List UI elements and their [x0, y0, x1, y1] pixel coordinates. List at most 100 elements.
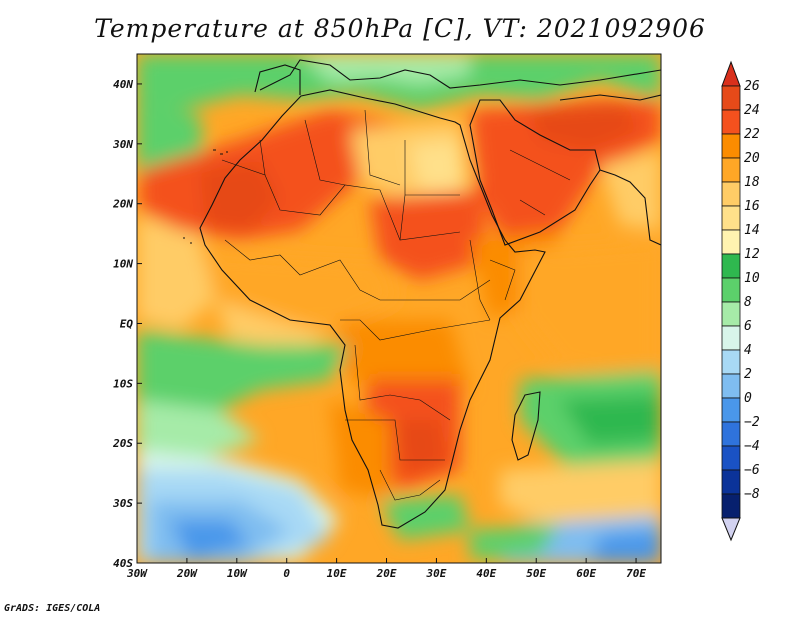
colorbar-swatch [721, 205, 741, 231]
field-swio-deepgreen [560, 395, 661, 445]
colorbar-swatch [721, 133, 741, 159]
y-tick-label: 30S [112, 497, 133, 510]
colorbar-swatch [721, 373, 741, 399]
border-segment [259, 109, 401, 186]
border-segment [345, 419, 445, 461]
x-tick-label: 50E [526, 567, 546, 580]
field-sa-coast [380, 495, 470, 540]
colorbar-label: 22 [744, 127, 760, 142]
field-egypt-pale [410, 140, 462, 190]
field-indian-ocean [520, 240, 661, 380]
border-segment [221, 159, 461, 241]
field-north-green [137, 54, 661, 110]
coastline-iberia [254, 64, 301, 95]
field-india-green [600, 150, 661, 230]
coastline-africa [199, 89, 546, 529]
colorbar-bottom-arrow [721, 517, 741, 542]
x-tick-label: 0 [283, 567, 290, 580]
field-sudan-hot [370, 190, 490, 280]
colorbar-swatch [721, 301, 741, 327]
colorbar-swatch [721, 181, 741, 207]
colorbar-label: 2 [744, 367, 752, 382]
y-tick-label: EQ [120, 317, 134, 330]
colorbar-swatch [721, 277, 741, 303]
field-zimbabwe-core [395, 420, 445, 470]
colorbar-swatch [721, 229, 741, 255]
x-tick-label: 10W [227, 567, 248, 580]
field-mauritania-core [200, 160, 280, 230]
field-satlantic-lightgreen [137, 400, 260, 460]
colorbar-swatch [721, 253, 741, 279]
plot-frame [136, 53, 662, 564]
border-segment [340, 319, 491, 341]
colorbar-label: 12 [744, 247, 760, 262]
x-tick-label: 60E [576, 567, 596, 580]
y-tick-label: 10S [113, 377, 133, 390]
x-tick-label: 20E [376, 567, 397, 580]
coastline-capeverde [183, 237, 192, 244]
border-segment [469, 239, 516, 321]
colorbar-label: 24 [744, 103, 760, 118]
colorbar-swatch [721, 157, 741, 183]
colorbar-swatch [721, 397, 741, 423]
country-borders [221, 109, 571, 501]
colorbar-label: −8 [744, 487, 760, 502]
colorbar-swatch [721, 109, 741, 135]
field-satlantic-green [137, 330, 350, 420]
border-segment [399, 140, 460, 241]
colorbar-swatch [721, 445, 741, 471]
colorbar-label: 8 [744, 295, 752, 310]
border-segment [354, 344, 451, 421]
colorbar-swatch [721, 469, 741, 495]
grads-credit: GrADS: IGES/COLA [4, 603, 101, 614]
colorbar-label: 14 [744, 223, 760, 238]
border-segment [224, 239, 491, 301]
colorbar-label: −2 [744, 415, 760, 430]
x-tick-label: 70E [626, 567, 646, 580]
x-tick-label: 30W [126, 567, 148, 580]
field-gulf-guinea [215, 300, 330, 350]
y-tick-label: 20S [112, 437, 133, 450]
coastline-europe [259, 59, 661, 91]
colorbar-swatch [721, 493, 741, 519]
y-tick-label: 10N [113, 258, 133, 271]
border-segment [509, 149, 571, 216]
field-atlantic-light [137, 215, 215, 330]
field-north-lightgreen [300, 54, 470, 85]
field-se-green [470, 525, 560, 560]
x-tick-label: 30E [425, 567, 446, 580]
x-tick-label: 10E [327, 567, 347, 580]
temperature-field [137, 54, 661, 563]
colorbar-label: 0 [744, 391, 752, 406]
colorbar-label: 4 [744, 343, 752, 358]
coastlines [183, 59, 661, 529]
chart-title: Temperature at 850hPa [C], VT: 202109290… [94, 14, 706, 43]
field-southern-deepest [170, 520, 250, 560]
colorbar-label: −4 [744, 439, 760, 454]
field-se-deep [590, 530, 661, 563]
x-tick-label: 20W [176, 567, 198, 580]
y-tick-label: 30N [112, 138, 133, 151]
colorbar-swatch [721, 85, 741, 111]
colorbar-swatch [721, 421, 741, 447]
x-tick-label: 40E [476, 567, 496, 580]
field-swio-lower [500, 460, 661, 530]
colorbar-label: 6 [744, 319, 752, 334]
colorbar-label: 18 [744, 175, 760, 190]
colorbar-label: 16 [744, 199, 760, 214]
colorbar-swatch [721, 349, 741, 375]
axis-ticks: 30W 20W 10W 0 10E 20E 30E 40E 50E 60E 70E 40N 30N 20N… [112, 78, 646, 580]
field-arabia-core [530, 100, 640, 150]
colorbar-label: −6 [744, 463, 760, 478]
y-tick-label: 20N [112, 198, 133, 211]
colorbar-label: 10 [744, 271, 760, 286]
coastline-canaries [213, 149, 228, 155]
colorbar-label: 20 [744, 151, 760, 166]
y-tick-label: 40N [113, 78, 133, 91]
colorbar-swatch [721, 325, 741, 351]
y-tick-label: 40S [113, 557, 133, 570]
coastline-iran-india [559, 94, 661, 246]
field-namibia-warm [330, 400, 390, 500]
